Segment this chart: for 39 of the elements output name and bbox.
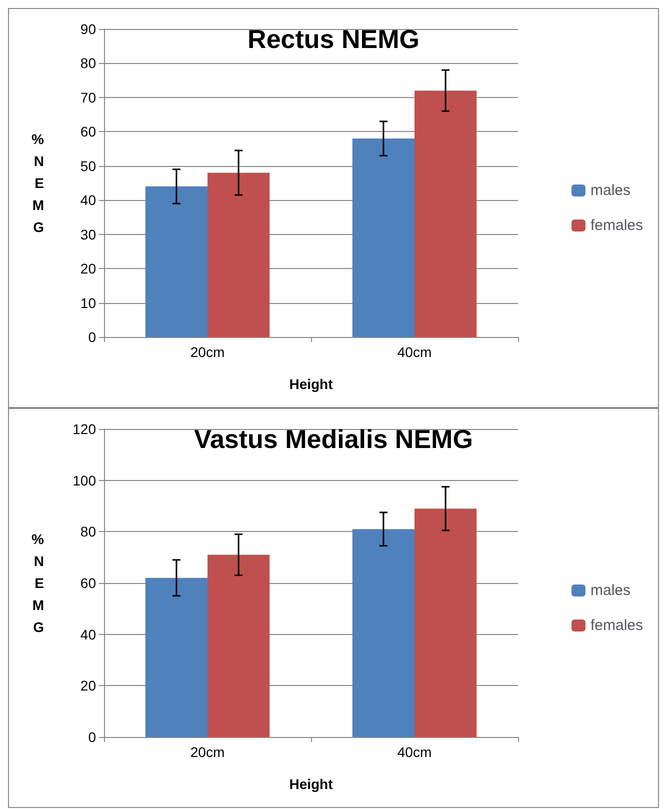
y-tick-label: 120 [72,421,96,437]
x-axis-title: Height [289,776,334,792]
y-tick-label: 80 [80,55,96,72]
x-tick-label: 40cm [397,344,432,360]
y-tick-label: 0 [88,729,96,745]
bar [208,172,270,337]
bar [352,529,414,737]
legend-label: males [590,182,630,199]
y-tick-label: 20 [80,678,96,694]
legend-label: females [590,217,644,234]
chart-title: Vastus Medialis NEMG [194,424,473,454]
legend-label: males [590,582,630,599]
y-tick-label: 100 [72,472,96,488]
y-tick-label: 80 [80,524,96,540]
y-tick-label: 0 [88,329,96,345]
bar [414,90,477,337]
x-axis-title: Height [289,376,334,392]
y-tick-label: 60 [80,575,96,591]
bar [145,578,208,737]
y-tick-label: 40 [80,626,96,642]
y-tick-label: 70 [80,89,96,106]
y-tick-label: 40 [80,192,96,208]
y-axis-title: %NEMG [32,531,45,635]
legend-label: females [590,617,644,634]
bar [145,186,208,337]
bar [414,508,477,737]
x-tick-label: 20cm [190,344,225,360]
y-tick-label: 30 [80,226,96,242]
x-tick-label: 40cm [397,744,432,760]
y-tick-label: 90 [80,21,96,37]
x-tick-label: 20cm [190,744,225,760]
y-tick-label: 10 [80,294,96,311]
chart-title: Rectus NEMG [248,24,420,54]
y-axis-title: %NEMG [32,131,45,235]
y-tick-label: 60 [80,124,96,140]
y-tick-label: 20 [80,260,96,277]
bar [208,554,270,737]
y-tick-label: 50 [80,158,96,174]
bar [352,138,414,337]
